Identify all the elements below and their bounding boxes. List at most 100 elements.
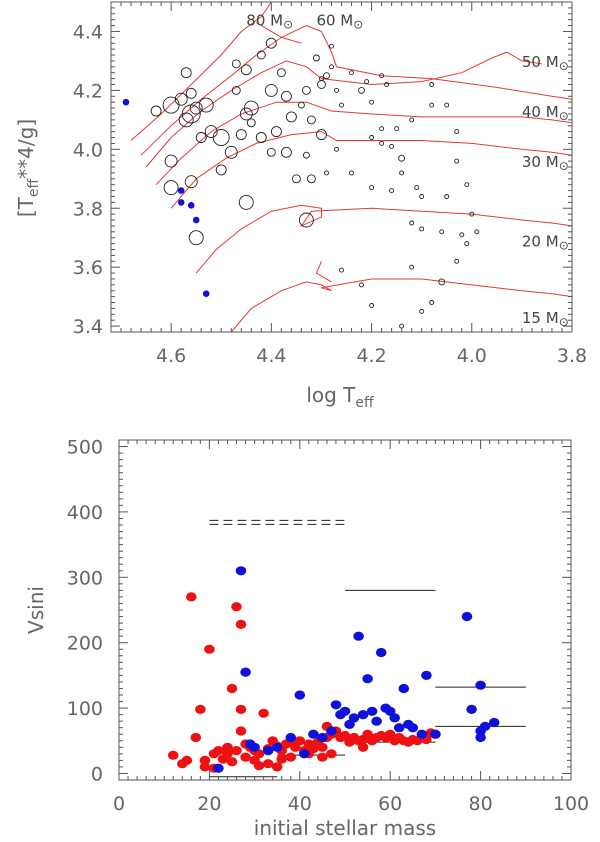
- y-tick-label: 200: [67, 633, 103, 655]
- evolution-track-15: [230, 278, 572, 332]
- x-tick-label: 60: [378, 793, 402, 815]
- x-tick-label: 3.8: [557, 345, 587, 367]
- star-open-marker: [454, 158, 460, 164]
- x-tick-label: 4.0: [457, 345, 487, 367]
- top-plot-frame: [110, 1, 573, 333]
- star-open-marker: [324, 170, 329, 176]
- blue-point: [326, 726, 337, 736]
- blue-point: [461, 611, 473, 622]
- star-open-marker: [312, 54, 320, 62]
- star-open-marker: [399, 170, 405, 176]
- blue-point: [362, 674, 373, 684]
- star-open-marker: [339, 102, 344, 108]
- star-open-marker: [291, 174, 301, 184]
- star-open-marker: [185, 87, 197, 99]
- red-point: [317, 742, 328, 752]
- star-open-marker: [349, 70, 354, 76]
- star-open-marker: [256, 50, 266, 60]
- star-open-marker: [379, 126, 385, 132]
- blue-point: [371, 716, 382, 726]
- star-filled-marker: [122, 98, 130, 106]
- blue-point: [475, 680, 486, 690]
- star-open-marker: [329, 64, 334, 70]
- star-filled-marker: [177, 187, 185, 194]
- star-open-marker: [444, 102, 450, 108]
- star-filled-marker: [202, 290, 210, 298]
- evolution-track-fragment: [256, 22, 302, 44]
- star-open-marker: [459, 232, 465, 238]
- blue-point: [348, 713, 360, 723]
- star-open-marker: [298, 212, 314, 228]
- red-point: [231, 602, 242, 612]
- vsini-chart: 0 20 40 60 80 100 0 100 200 300 400 500 initial ste…: [24, 437, 589, 840]
- y-tick-label: 100: [67, 698, 103, 720]
- red-point: [235, 619, 247, 630]
- star-open-marker: [369, 303, 375, 308]
- x-tick-label: 80: [469, 793, 493, 815]
- star-open-marker: [323, 72, 330, 80]
- evolution-track-60: [140, 25, 572, 156]
- blue-point: [249, 742, 260, 752]
- blue-point: [475, 726, 486, 736]
- mass-label: 50 M⊙: [522, 53, 569, 73]
- star-open-marker: [419, 194, 425, 199]
- star-open-marker: [238, 194, 254, 210]
- red-point: [253, 761, 265, 771]
- star-open-marker: [409, 117, 415, 123]
- x-tick-label: 4.2: [356, 345, 386, 367]
- star-open-marker: [178, 112, 194, 128]
- x-tick-label: 4.6: [156, 345, 186, 367]
- red-point: [222, 742, 233, 752]
- star-open-marker: [301, 85, 311, 95]
- evolution-track-20: [195, 204, 572, 274]
- star-open-marker: [409, 220, 415, 226]
- blue-point: [389, 713, 401, 723]
- red-point: [317, 752, 328, 762]
- star-filled-marker: [192, 216, 200, 224]
- star-open-marker: [454, 258, 460, 264]
- star-open-marker: [243, 100, 259, 116]
- blue-point: [353, 631, 364, 641]
- blue-point: [294, 690, 306, 700]
- star-open-marker: [231, 85, 241, 95]
- blue-point: [466, 704, 477, 715]
- star-open-marker: [306, 115, 316, 125]
- y-tick-label: 4.0: [73, 139, 103, 161]
- red-point: [235, 726, 247, 736]
- star-open-marker: [419, 226, 425, 232]
- blue-point: [271, 742, 283, 752]
- x-tick-label: 40: [288, 793, 312, 815]
- star-open-marker: [246, 118, 256, 128]
- star-open-marker: [255, 132, 267, 143]
- blue-point: [330, 700, 342, 710]
- star-open-marker: [306, 174, 316, 184]
- red-point: [294, 736, 306, 746]
- star-filled-marker: [177, 199, 185, 206]
- mass-label: 80 M⊙: [246, 12, 293, 32]
- star-open-marker: [180, 67, 192, 79]
- x-tick-label: 100: [553, 793, 589, 815]
- blue-point: [299, 749, 310, 759]
- star-open-marker: [429, 82, 435, 87]
- red-point: [226, 683, 238, 694]
- mass-label: 20 M⊙: [522, 233, 569, 253]
- blue-point: [421, 670, 432, 681]
- y-tick-label: 4.2: [73, 80, 103, 102]
- star-open-marker: [334, 146, 339, 152]
- blue-point: [398, 683, 410, 694]
- star-open-marker: [189, 101, 203, 115]
- red-point: [276, 754, 288, 764]
- blue-point: [488, 717, 500, 728]
- star-open-marker: [276, 68, 286, 78]
- blue-point: [317, 732, 328, 743]
- blue-point: [416, 729, 428, 739]
- red-point: [235, 704, 247, 715]
- red-point: [285, 752, 297, 762]
- blue-point: [339, 706, 351, 716]
- star-open-marker: [270, 126, 282, 138]
- red-point: [213, 746, 224, 756]
- star-open-marker: [439, 229, 445, 235]
- star-open-marker: [150, 105, 162, 117]
- red-point: [199, 762, 211, 772]
